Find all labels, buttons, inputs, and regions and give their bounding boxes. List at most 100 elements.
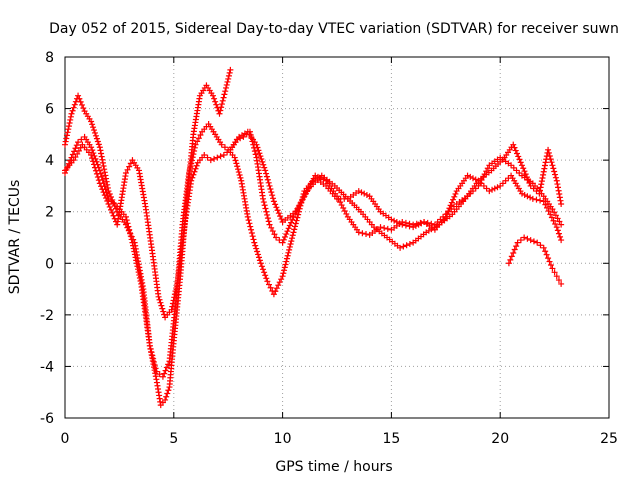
data-point bbox=[527, 237, 534, 244]
data-point bbox=[549, 206, 556, 213]
data-point-trail bbox=[223, 69, 233, 88]
data-point-trail bbox=[554, 181, 564, 204]
data-point-trail bbox=[237, 135, 244, 142]
data-point-trail bbox=[424, 219, 435, 227]
data-point-trail bbox=[438, 213, 453, 226]
data-point-trail bbox=[499, 175, 512, 187]
data-point-trail bbox=[238, 130, 248, 139]
data-point-trail bbox=[489, 156, 501, 167]
data-point-trail bbox=[89, 155, 102, 184]
y-tick-label: 2 bbox=[45, 205, 54, 221]
data-point-trail bbox=[258, 263, 270, 282]
data-point-trail bbox=[98, 183, 111, 205]
data-point-trail bbox=[147, 346, 159, 372]
data-point bbox=[214, 154, 221, 161]
data-point bbox=[518, 162, 525, 169]
data-point-trail bbox=[545, 149, 559, 181]
data-point-trail bbox=[149, 250, 162, 297]
y-tick-label: -4 bbox=[40, 359, 54, 375]
data-point-trail bbox=[530, 185, 540, 195]
data-point-trail bbox=[445, 203, 457, 215]
data-point-trail bbox=[456, 195, 468, 206]
data-point-trail bbox=[221, 144, 228, 151]
data-point bbox=[486, 188, 493, 195]
data-point bbox=[312, 172, 319, 179]
data-point bbox=[377, 224, 384, 231]
data-point-trail bbox=[511, 144, 524, 166]
data-point bbox=[273, 234, 280, 241]
data-point bbox=[159, 373, 166, 380]
data-point-trail bbox=[156, 296, 168, 318]
data-point bbox=[68, 110, 75, 117]
data-point-trail bbox=[138, 284, 153, 346]
data-point-trail bbox=[282, 210, 297, 223]
data-point-trail bbox=[198, 84, 208, 97]
series-track-b bbox=[62, 121, 565, 380]
data-point bbox=[155, 293, 162, 300]
data-point-trail bbox=[517, 237, 524, 244]
data-point bbox=[553, 273, 560, 280]
data-point-trail bbox=[69, 142, 80, 158]
data-point-trail bbox=[507, 253, 515, 263]
data-point-trail bbox=[163, 387, 172, 400]
data-point-trail bbox=[386, 236, 401, 249]
data-point-trail bbox=[551, 269, 558, 276]
data-point-trail bbox=[217, 88, 229, 114]
data-point-trail bbox=[434, 213, 447, 226]
data-point-trail bbox=[194, 132, 204, 145]
data-point-trail bbox=[166, 340, 177, 387]
x-tick-label: 0 bbox=[61, 431, 70, 447]
data-point-trail bbox=[186, 144, 198, 173]
data-point-trail bbox=[97, 147, 111, 191]
data-point-trail bbox=[548, 214, 559, 227]
data-point bbox=[251, 239, 258, 246]
data-point-trail bbox=[83, 110, 93, 122]
data-point bbox=[547, 211, 554, 218]
data-point-trail bbox=[423, 220, 436, 231]
chart-title: Day 052 of 2015, Sidereal Day-to-day VTE… bbox=[49, 21, 619, 37]
y-axis: -6 -4 -2 0 2 4 6 8 bbox=[40, 50, 609, 427]
data-point bbox=[510, 141, 517, 148]
data-point-trail bbox=[347, 190, 360, 200]
data-point-trail bbox=[182, 180, 194, 225]
data-point-trail bbox=[224, 149, 231, 156]
data-point bbox=[355, 188, 362, 195]
data-point bbox=[260, 195, 267, 202]
data-point-trail bbox=[114, 173, 129, 225]
data-point bbox=[168, 306, 175, 313]
data-point-trail bbox=[72, 144, 84, 161]
data-point-trail bbox=[510, 164, 523, 177]
data-point-trail bbox=[334, 185, 349, 200]
data-point-trail bbox=[425, 223, 440, 234]
data-point-trail bbox=[551, 209, 563, 225]
data-point-trail bbox=[537, 242, 544, 249]
data-point-trail bbox=[280, 232, 296, 277]
data-point-trail bbox=[169, 278, 181, 310]
y-axis-label: SDTVAR / TECUs bbox=[7, 180, 23, 295]
x-axis-label: GPS time / hours bbox=[275, 459, 392, 475]
data-point-trail bbox=[520, 165, 533, 186]
data-point-trail bbox=[64, 159, 75, 171]
data-point bbox=[122, 213, 129, 220]
data-point-trail bbox=[189, 162, 200, 181]
data-point-trail bbox=[124, 160, 134, 173]
data-point bbox=[536, 190, 543, 197]
data-point bbox=[75, 92, 82, 99]
x-tick-label: 20 bbox=[491, 431, 509, 447]
data-point-trail bbox=[542, 248, 550, 258]
data-point bbox=[223, 84, 230, 91]
data-point-trail bbox=[307, 174, 323, 190]
data-point-trail bbox=[412, 220, 425, 229]
data-point-trail bbox=[263, 170, 277, 202]
data-point-trail bbox=[136, 170, 148, 207]
data-point bbox=[534, 239, 541, 246]
data-point-trail bbox=[89, 121, 102, 148]
data-point-trail bbox=[108, 198, 118, 207]
data-point-trail bbox=[131, 159, 141, 171]
data-point-trail bbox=[451, 198, 467, 215]
x-axis: 0 5 10 15 20 25 bbox=[61, 57, 618, 447]
data-point-trail bbox=[360, 211, 375, 228]
data-point bbox=[518, 190, 525, 197]
data-point-trail bbox=[369, 226, 381, 236]
